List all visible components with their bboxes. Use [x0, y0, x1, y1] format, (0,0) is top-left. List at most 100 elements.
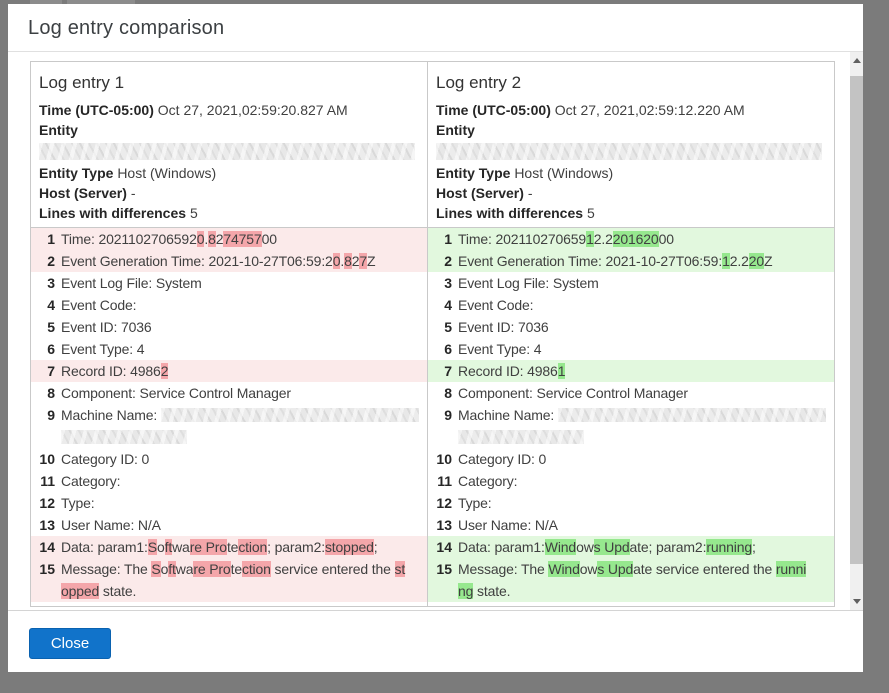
redacted-entity-name: [39, 143, 415, 160]
diff-text: Message: The: [458, 561, 549, 577]
line-number: 4: [47, 297, 55, 313]
line-content: Event Type: 4: [61, 338, 427, 360]
diff-text: Time: 202110270659: [458, 231, 587, 247]
diff-text: 2: [351, 253, 360, 269]
line-number: 2: [47, 253, 55, 269]
diff-text: te: [226, 539, 239, 555]
host-value: -: [130, 185, 136, 201]
diff-highlight: S: [151, 561, 161, 577]
diff-highlight: 0: [332, 253, 341, 269]
entity-type-value: Host (Windows): [514, 165, 614, 181]
log-line: 14 Data: param1:Software Protection; para…: [31, 536, 427, 558]
log-line: 5 Event ID: 7036: [428, 316, 834, 338]
diff-highlight: 201620: [612, 231, 659, 247]
diff-highlight: 8: [208, 231, 216, 247]
line-content: Component: Service Control Manager: [458, 382, 834, 404]
log-line: 12 Type:: [428, 492, 834, 514]
diff-text: Category ID: 0: [458, 451, 547, 467]
line-number: 15: [436, 561, 452, 577]
line-content: Machine Name:: [458, 404, 834, 448]
redacted-text: [160, 408, 419, 423]
column-title: Log entry 2: [436, 73, 522, 92]
entity-type-label: Entity Type: [39, 165, 114, 181]
diff-highlight: stopped: [324, 539, 374, 555]
time-value: Oct 27, 2021,02:59:12.220 AM: [554, 102, 745, 118]
diff-highlight: 7: [359, 253, 368, 269]
line-number: 8: [47, 385, 55, 401]
diff-text: Data: param1:: [458, 539, 545, 555]
diff-text: Type:: [61, 495, 95, 511]
diff-text: state.: [99, 583, 137, 599]
diff-text: Machine Name:: [61, 407, 161, 423]
diff-text: Category:: [61, 473, 121, 489]
log-entry-1-lines: 1 Time: 20211027065920.827475700 2 Event Ge…: [31, 228, 427, 606]
diff-text: Category ID: 0: [61, 451, 150, 467]
diff-text: Event Code:: [458, 297, 534, 313]
line-number: 12: [39, 495, 55, 511]
host-label: Host (Server): [436, 185, 524, 201]
diff-text: User Name: N/A: [458, 517, 558, 533]
diff-text: state.: [473, 583, 511, 599]
log-line: 3 Event Log File: System: [428, 272, 834, 294]
line-number: 14: [39, 539, 55, 555]
line-content: Event ID: 7036: [458, 316, 834, 338]
diff-highlight: ft: [164, 539, 173, 555]
diff-highlight: running: [706, 539, 752, 555]
line-number: 4: [444, 297, 452, 313]
log-entry-2-header: Log entry 2 Time (UTC-05:00) Oct 27, 202…: [428, 62, 834, 228]
diff-text: Z: [764, 253, 773, 269]
entity-label: Entity: [39, 122, 78, 138]
scroll-down-button[interactable]: [850, 593, 863, 610]
diff-text: User Name: N/A: [61, 517, 161, 533]
line-number: 9: [444, 407, 452, 423]
diff-highlight: 20: [748, 253, 764, 269]
line-content: Category ID: 0: [458, 448, 834, 470]
log-line: 15 Message: The Windows Update service en…: [428, 558, 834, 602]
redacted-text: [557, 408, 826, 423]
line-number: 10: [436, 451, 452, 467]
diff-text: te: [230, 561, 243, 577]
backdrop-artifact: [30, 0, 62, 5]
log-line: 12 Type:: [31, 492, 427, 514]
line-number: 6: [444, 341, 452, 357]
scrollbar-thumb[interactable]: [850, 76, 863, 564]
log-line: 2 Event Generation Time: 2021-10-27T06:59…: [428, 250, 834, 272]
diff-text: Event Log File: System: [61, 275, 202, 291]
close-button[interactable]: Close: [29, 628, 111, 659]
line-number: 5: [444, 319, 452, 335]
diff-text: Event Type: 4: [458, 341, 542, 357]
vertical-scrollbar[interactable]: [850, 52, 863, 610]
entity-type-label: Entity Type: [436, 165, 511, 181]
entity-label: Entity: [436, 122, 475, 138]
lines-with-differences-count: 5: [189, 205, 198, 221]
line-content: Component: Service Control Manager: [61, 382, 427, 404]
line-number: 11: [437, 473, 452, 489]
line-content: Event Log File: System: [458, 272, 834, 294]
time-label: Time (UTC-05:00): [39, 102, 154, 118]
log-line: 4 Event Code:: [31, 294, 427, 316]
backdrop-artifact: [67, 0, 135, 5]
line-number: 12: [436, 495, 452, 511]
diff-text: ow: [579, 561, 598, 577]
log-line: 8 Component: Service Control Manager: [31, 382, 427, 404]
diff-highlight: Wind: [544, 539, 577, 555]
diff-highlight: 8: [344, 253, 352, 269]
line-content: Category:: [458, 470, 834, 492]
diff-text: Component: Service Control Manager: [458, 385, 688, 401]
line-content: User Name: N/A: [458, 514, 834, 536]
log-line: 4 Event Code:: [428, 294, 834, 316]
log-entry-2-lines: 1 Time: 20211027065912.220162000 2 Event Ge…: [428, 228, 834, 606]
redacted-text: [458, 430, 584, 445]
diff-text: Record ID: 4986: [61, 363, 161, 379]
diff-highlight: ft: [168, 561, 176, 577]
diff-text: .: [204, 231, 209, 247]
entity-type-value: Host (Windows): [117, 165, 217, 181]
line-content: Category ID: 0: [61, 448, 427, 470]
scroll-up-button[interactable]: [850, 52, 863, 69]
diff-text: Event Generation Time: 2021-10-27T06:59:: [458, 253, 723, 269]
line-number: 7: [47, 363, 55, 379]
line-number: 9: [47, 407, 55, 423]
line-content: Message: The Software Protection service…: [61, 558, 427, 602]
lines-with-differences-label: Lines with differences: [436, 205, 584, 221]
diff-text: Event Type: 4: [61, 341, 145, 357]
